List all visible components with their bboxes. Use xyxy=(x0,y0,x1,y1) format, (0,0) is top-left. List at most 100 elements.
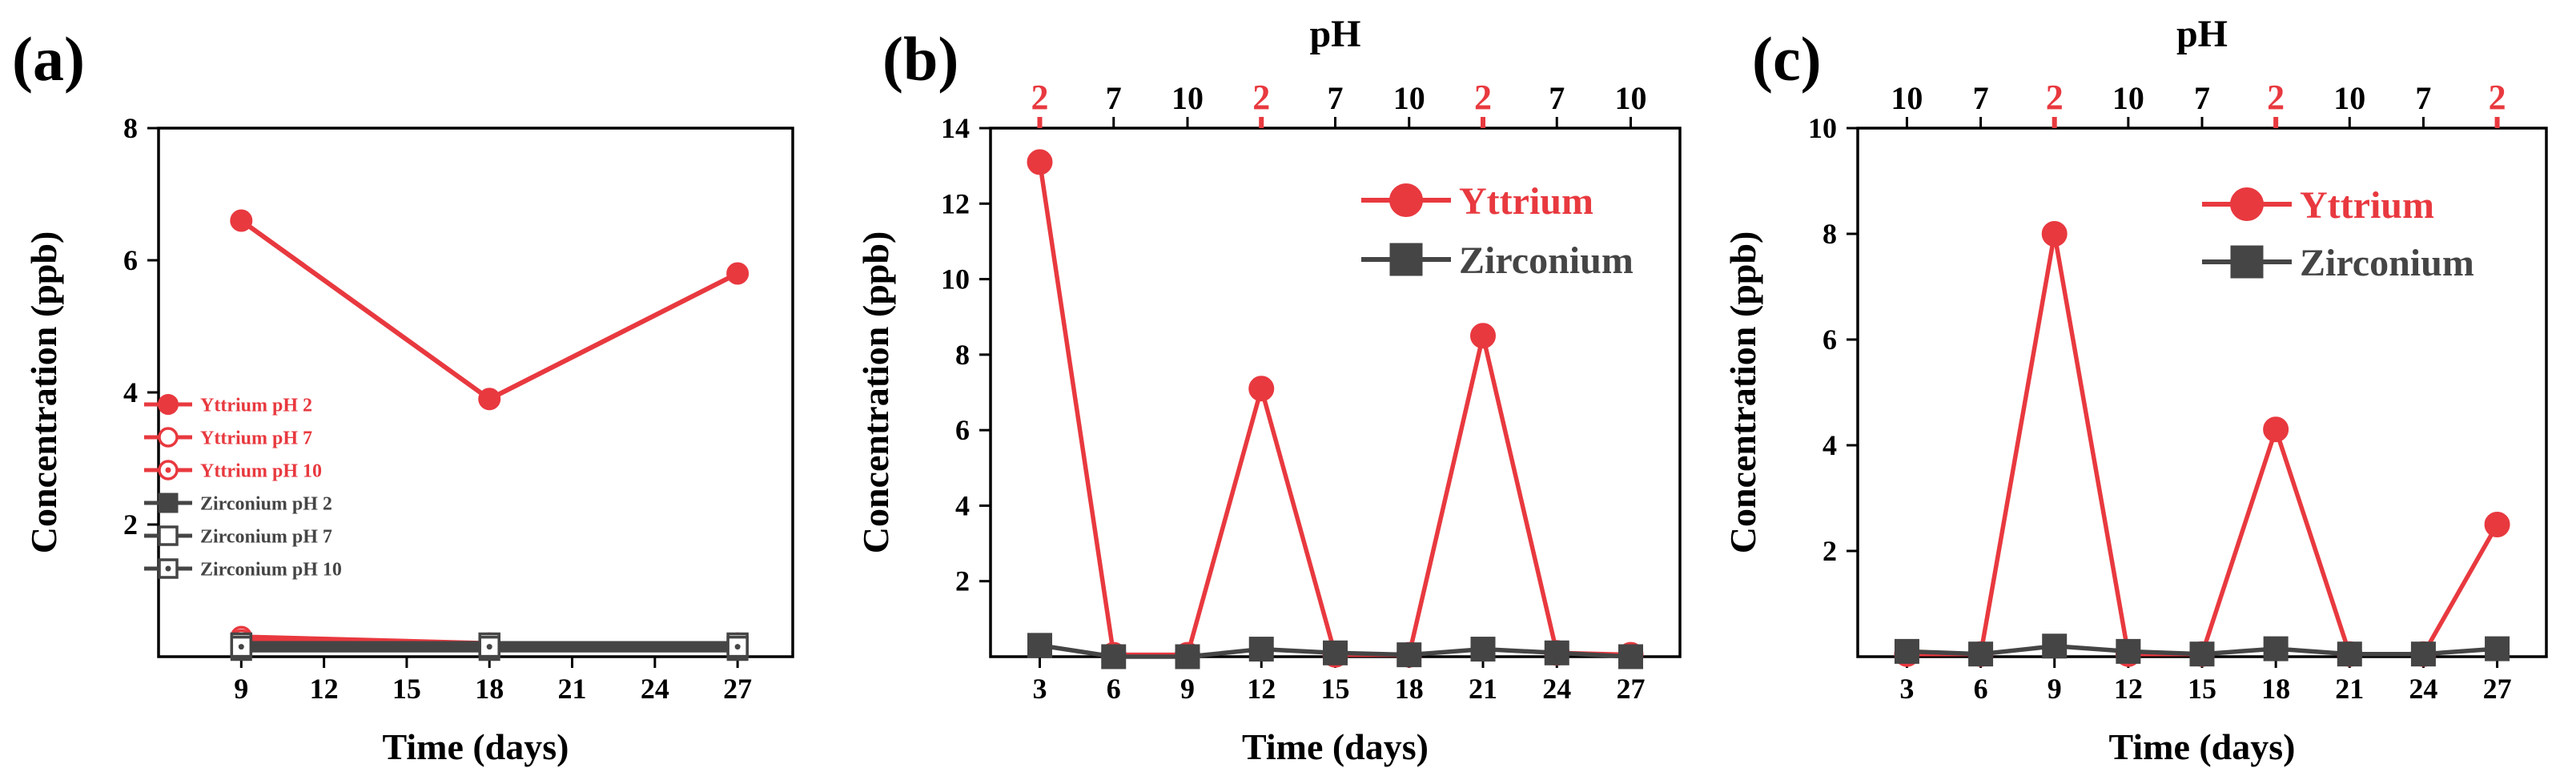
series-line xyxy=(239,219,739,402)
y-tick-label: 12 xyxy=(941,187,970,219)
y-tick-label: 2 xyxy=(123,509,138,541)
legend-label: Yttrium pH 7 xyxy=(200,428,312,448)
legend-marker xyxy=(2230,245,2264,279)
x-tick-label: 6 xyxy=(1107,673,1121,705)
ph-tick-label: 2 xyxy=(2267,78,2285,117)
data-point xyxy=(726,262,749,285)
x-tick-label: 15 xyxy=(2188,673,2216,705)
x-tick-label: 9 xyxy=(2048,673,2062,705)
panel-label: (a) xyxy=(12,24,85,94)
ph-tick-label: 7 xyxy=(1973,80,1989,116)
ph-tick-label: 10 xyxy=(1393,80,1425,116)
data-point xyxy=(1101,644,1127,669)
legend-label: Zirconium pH 2 xyxy=(200,493,332,514)
x-tick-label: 3 xyxy=(1899,673,1914,705)
legend-marker xyxy=(158,525,179,546)
data-point xyxy=(1027,633,1052,658)
legend: Yttrium Zirconium xyxy=(1361,180,1634,282)
x-tick-label: 18 xyxy=(2261,673,2290,705)
x-tick-label: 27 xyxy=(1617,673,1646,705)
legend-marker xyxy=(158,460,179,480)
legend-marker xyxy=(158,427,179,448)
data-point xyxy=(1470,637,1496,662)
y-tick-label: 4 xyxy=(123,376,138,408)
data-point xyxy=(2263,416,2289,443)
ph-tick-label: 10 xyxy=(1615,80,1647,116)
data-point xyxy=(1968,641,1994,667)
ph-tick-label: 7 xyxy=(2415,80,2431,116)
data-point xyxy=(230,209,253,232)
data-point xyxy=(1618,644,1643,669)
data-point xyxy=(1894,638,1919,664)
ph-tick-label: 10 xyxy=(2112,80,2144,116)
panel-label: (b) xyxy=(882,24,958,94)
legend-label: Zirconium pH 7 xyxy=(200,526,332,547)
x-tick-label: 24 xyxy=(1542,673,1571,705)
plot-frame xyxy=(1856,127,2548,658)
data-point xyxy=(1248,376,1275,402)
legend-label: Yttrium xyxy=(1459,180,1593,223)
legend-label: Yttrium pH 10 xyxy=(200,460,322,481)
legend-marker xyxy=(158,394,179,415)
data-point xyxy=(2263,636,2289,661)
series-line xyxy=(1037,162,1631,657)
data-point xyxy=(1175,644,1200,669)
x-tick-label: 12 xyxy=(2114,673,2143,705)
ph-axis-title: pH xyxy=(1309,13,1360,55)
y-tick-label: 10 xyxy=(1808,112,1837,144)
x-tick-label: 21 xyxy=(1469,673,1497,705)
x-tick-label: 18 xyxy=(475,673,504,705)
legend-marker xyxy=(158,493,179,513)
y-tick-label: 8 xyxy=(1822,218,1837,250)
x-tick-label: 15 xyxy=(392,673,421,705)
data-point xyxy=(1544,640,1569,665)
series-line xyxy=(1907,231,2499,657)
data-point xyxy=(1470,323,1496,349)
data-point xyxy=(2337,641,2362,667)
data-point xyxy=(726,635,749,658)
data-point-box xyxy=(230,635,253,658)
x-tick-label: 27 xyxy=(2483,673,2512,705)
legend-label: Zirconium pH 10 xyxy=(200,559,342,580)
legend: Yttrium pH 2 Yttrium pH 7 Yttrium pH 10 Zir… xyxy=(144,394,342,580)
ph-tick-label: 7 xyxy=(1328,80,1344,116)
y-tick-label: 8 xyxy=(955,339,970,371)
x-tick-label: 12 xyxy=(1247,673,1276,705)
legend-marker xyxy=(1389,243,1423,276)
y-tick-label: 6 xyxy=(1822,324,1837,356)
y-axis-title: Concentration (ppb) xyxy=(1722,231,1763,554)
data-point xyxy=(2484,512,2510,537)
ph-tick-label: 2 xyxy=(1252,78,1270,117)
data-point-dot xyxy=(486,644,492,650)
x-axis-title: Time (days) xyxy=(1242,726,1429,767)
data-point xyxy=(478,635,500,658)
data-point xyxy=(1248,637,1274,662)
y-tick-label: 6 xyxy=(123,244,138,276)
data-point xyxy=(2116,638,2141,664)
ph-tick-label: 10 xyxy=(1891,80,1923,116)
data-point xyxy=(1323,640,1348,665)
y-tick-label: 2 xyxy=(1822,535,1837,567)
legend-marker xyxy=(2230,187,2264,221)
x-tick-label: 24 xyxy=(2409,673,2437,705)
y-axis-title: Concentration (ppb) xyxy=(855,231,896,554)
legend-marker-dot xyxy=(165,467,171,473)
legend-label: Yttrium pH 2 xyxy=(200,395,312,416)
y-tick-label: 14 xyxy=(941,112,970,144)
x-tick-label: 24 xyxy=(641,673,669,705)
legend-label: Zirconium xyxy=(2300,242,2474,284)
y-tick-label: 4 xyxy=(1822,429,1837,461)
x-tick-label: 27 xyxy=(723,673,752,705)
ph-tick-label: 2 xyxy=(1031,78,1049,117)
data-point xyxy=(2189,641,2215,667)
legend-label: Yttrium xyxy=(2300,184,2434,227)
data-point xyxy=(1397,642,1422,668)
x-tick-label: 15 xyxy=(1321,673,1350,705)
x-tick-label: 12 xyxy=(310,673,339,705)
y-tick-label: 2 xyxy=(955,565,970,597)
ph-tick-label: 10 xyxy=(1171,80,1204,116)
data-point xyxy=(2041,221,2068,247)
